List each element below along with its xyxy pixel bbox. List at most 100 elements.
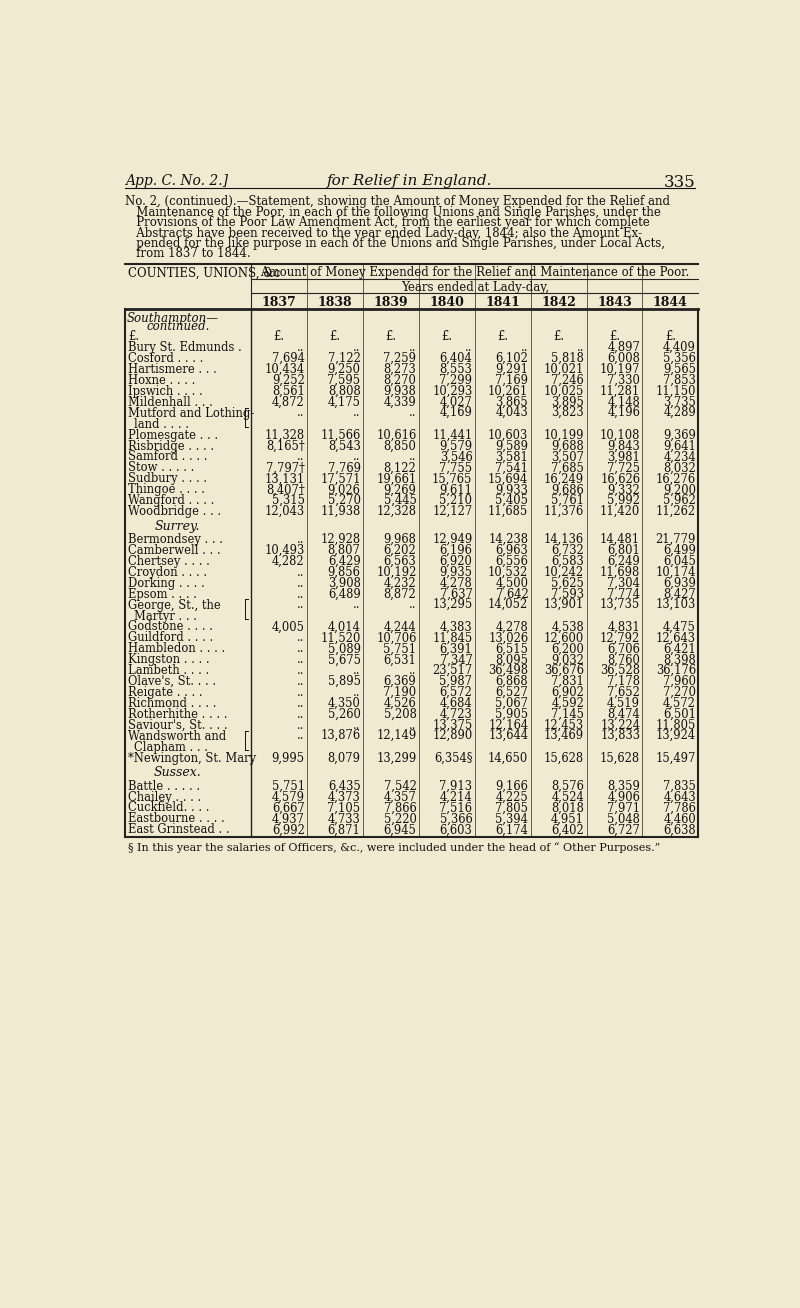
Text: 8,553: 8,553 [439, 364, 472, 375]
Text: 3,908: 3,908 [328, 577, 361, 590]
Text: 7,122: 7,122 [328, 352, 361, 365]
Text: 5,818: 5,818 [551, 352, 584, 365]
Text: 5,625: 5,625 [551, 577, 584, 590]
Text: 17,571: 17,571 [320, 472, 361, 485]
Text: App. C. No. 2.]: App. C. No. 2.] [125, 174, 228, 188]
Text: 4,225: 4,225 [495, 790, 528, 803]
Text: £.: £. [128, 330, 139, 343]
Text: 1839: 1839 [374, 296, 408, 309]
Text: Lambeth . . . .: Lambeth . . . . [128, 664, 209, 678]
Text: 1837: 1837 [262, 296, 297, 309]
Text: 11,685: 11,685 [488, 505, 528, 518]
Text: 1841: 1841 [486, 296, 520, 309]
Text: ..: .. [409, 664, 417, 678]
Text: 12,949: 12,949 [432, 534, 472, 545]
Text: Mildenhall . . .: Mildenhall . . . [128, 396, 213, 409]
Text: 9,933: 9,933 [495, 483, 528, 496]
Text: 9,252: 9,252 [272, 374, 305, 387]
Text: Rotherhithe . . . .: Rotherhithe . . . . [128, 708, 227, 721]
Text: 8,760: 8,760 [607, 653, 640, 666]
Text: 9,269: 9,269 [384, 483, 417, 496]
Text: Surrey.: Surrey. [155, 521, 201, 532]
Text: 7,835: 7,835 [663, 780, 696, 793]
Text: Hartismere . . .: Hartismere . . . [128, 364, 217, 375]
Text: 8,095: 8,095 [495, 653, 528, 666]
Text: 9,935: 9,935 [439, 566, 472, 579]
Text: 6,102: 6,102 [495, 352, 528, 365]
Text: Abstracts have been received to the year ended Lady-day, 1844; also the Amount E: Abstracts have been received to the year… [125, 226, 642, 239]
Text: 4,232: 4,232 [384, 577, 417, 590]
Text: 7,913: 7,913 [439, 780, 472, 793]
Text: 6,527: 6,527 [495, 687, 528, 698]
Text: Chertsey . . . .: Chertsey . . . . [128, 555, 210, 568]
Text: 9,291: 9,291 [495, 364, 528, 375]
Text: 9,688: 9,688 [551, 439, 584, 453]
Text: 4,538: 4,538 [551, 620, 584, 633]
Text: 11,281: 11,281 [600, 385, 640, 398]
Text: 4,005: 4,005 [272, 620, 305, 633]
Text: 11,262: 11,262 [656, 505, 696, 518]
Text: 7,960: 7,960 [663, 675, 696, 688]
Text: 9,579: 9,579 [439, 439, 472, 453]
Text: 4,831: 4,831 [607, 620, 640, 633]
Text: Ipswich . . . .: Ipswich . . . . [128, 385, 202, 398]
Text: ..: .. [297, 450, 305, 463]
Text: Richmond . . . .: Richmond . . . . [128, 697, 216, 710]
Text: 11,566: 11,566 [320, 429, 361, 442]
Text: 12,890: 12,890 [432, 729, 472, 742]
Text: 36,676: 36,676 [544, 664, 584, 678]
Text: 6,008: 6,008 [607, 352, 640, 365]
Text: 6,354§: 6,354§ [434, 752, 472, 765]
Text: 10,242: 10,242 [544, 566, 584, 579]
Text: ..: .. [297, 341, 305, 354]
Text: 6,402: 6,402 [551, 823, 584, 836]
Text: 7,866: 7,866 [384, 802, 417, 815]
Text: 6,489: 6,489 [328, 587, 361, 600]
Text: Eastbourne . . . .: Eastbourne . . . . [128, 812, 225, 825]
Text: 7,593: 7,593 [551, 587, 584, 600]
Text: 8,079: 8,079 [327, 752, 361, 765]
Text: 16,626: 16,626 [600, 472, 640, 485]
Text: 4,289: 4,289 [663, 405, 696, 419]
Text: 12,149: 12,149 [376, 729, 417, 742]
Text: *Newington, St. Mary: *Newington, St. Mary [128, 752, 256, 765]
Text: 6,531: 6,531 [384, 653, 417, 666]
Text: 1842: 1842 [541, 296, 576, 309]
Text: 7,685: 7,685 [551, 462, 584, 475]
Text: 6,801: 6,801 [607, 544, 640, 557]
Text: 5,356: 5,356 [663, 352, 696, 365]
Text: ..: .. [353, 341, 361, 354]
Text: 13,833: 13,833 [600, 729, 640, 742]
Text: 1838: 1838 [318, 296, 352, 309]
Text: ..: .. [297, 566, 305, 579]
Text: 4,526: 4,526 [384, 697, 417, 710]
Text: 7,694: 7,694 [272, 352, 305, 365]
Text: 12,453: 12,453 [544, 719, 584, 732]
Text: ..: .. [297, 642, 305, 655]
Text: 10,174: 10,174 [656, 566, 696, 579]
Text: Cuckfield. . . .: Cuckfield. . . . [128, 802, 210, 815]
Text: 9,686: 9,686 [551, 483, 584, 496]
Text: 9,250: 9,250 [327, 364, 361, 375]
Text: ..: .. [297, 632, 305, 645]
Text: 4,244: 4,244 [384, 620, 417, 633]
Text: 4,572: 4,572 [663, 697, 696, 710]
Text: 6,868: 6,868 [496, 675, 528, 688]
Text: 4,897: 4,897 [607, 341, 640, 354]
Text: Amount of Money Expended for the Relief and Maintenance of the Poor.: Amount of Money Expended for the Relief … [260, 267, 690, 280]
Text: 7,299: 7,299 [439, 374, 472, 387]
Text: 5,405: 5,405 [495, 494, 528, 508]
Text: ..: .. [297, 405, 305, 419]
Text: 10,108: 10,108 [600, 429, 640, 442]
Text: pended for the like purpose in each of the Unions and Single Parishes, under Loc: pended for the like purpose in each of t… [125, 237, 665, 250]
Text: 7,270: 7,270 [663, 687, 696, 698]
Text: 7,786: 7,786 [663, 802, 696, 815]
Text: 10,192: 10,192 [376, 566, 417, 579]
Text: 13,735: 13,735 [600, 598, 640, 611]
Text: 6,992: 6,992 [272, 823, 305, 836]
Text: 4,500: 4,500 [495, 577, 528, 590]
Text: 6,727: 6,727 [607, 823, 640, 836]
Text: Mutford and Lothing-: Mutford and Lothing- [128, 407, 254, 420]
Text: 6,963: 6,963 [495, 544, 528, 557]
Text: ..: .. [409, 405, 417, 419]
